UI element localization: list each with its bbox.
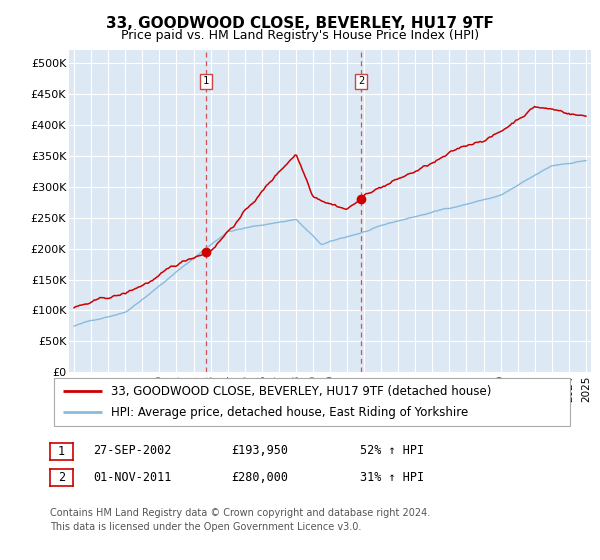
Text: 33, GOODWOOD CLOSE, BEVERLEY, HU17 9TF (detached house): 33, GOODWOOD CLOSE, BEVERLEY, HU17 9TF (… (111, 385, 491, 398)
Text: 2: 2 (58, 471, 65, 484)
Text: 33, GOODWOOD CLOSE, BEVERLEY, HU17 9TF: 33, GOODWOOD CLOSE, BEVERLEY, HU17 9TF (106, 16, 494, 31)
Text: 27-SEP-2002: 27-SEP-2002 (93, 444, 172, 458)
Text: Price paid vs. HM Land Registry's House Price Index (HPI): Price paid vs. HM Land Registry's House … (121, 29, 479, 42)
Text: £280,000: £280,000 (231, 470, 288, 484)
Text: 01-NOV-2011: 01-NOV-2011 (93, 470, 172, 484)
Text: Contains HM Land Registry data © Crown copyright and database right 2024.
This d: Contains HM Land Registry data © Crown c… (50, 508, 430, 533)
Text: HPI: Average price, detached house, East Riding of Yorkshire: HPI: Average price, detached house, East… (111, 406, 468, 419)
Text: 52% ↑ HPI: 52% ↑ HPI (360, 444, 424, 458)
Text: 1: 1 (203, 76, 209, 86)
Text: 31% ↑ HPI: 31% ↑ HPI (360, 470, 424, 484)
Text: £193,950: £193,950 (231, 444, 288, 458)
Text: 2: 2 (358, 76, 364, 86)
Text: 1: 1 (58, 445, 65, 458)
